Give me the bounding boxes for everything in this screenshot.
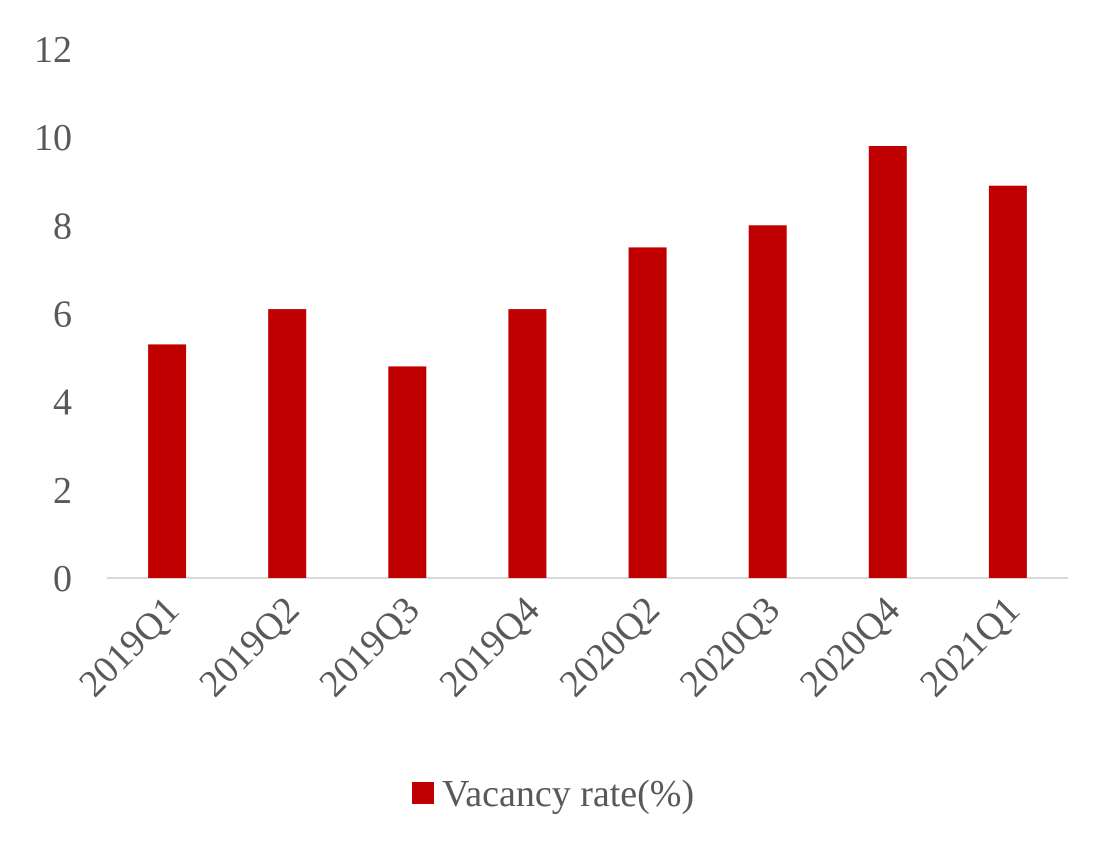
legend-swatch <box>412 782 434 804</box>
bar <box>868 146 907 578</box>
y-axis-tick-labels: 0 2 4 6 8 10 12 <box>34 29 72 600</box>
bar <box>988 185 1027 578</box>
bar <box>508 309 547 578</box>
y-tick-label: 2 <box>53 470 72 512</box>
x-tick-label: 2020Q2 <box>552 589 668 705</box>
x-tick-label: 2019Q3 <box>311 589 427 705</box>
legend-label: Vacancy rate(%) <box>442 773 694 815</box>
bar <box>628 247 667 578</box>
y-tick-label: 0 <box>53 558 72 600</box>
y-tick-label: 4 <box>53 382 72 424</box>
bar-series <box>148 146 1027 579</box>
x-tick-label: 2021Q1 <box>912 589 1028 705</box>
bar <box>148 344 187 578</box>
bar <box>268 309 307 578</box>
x-tick-label: 2019Q1 <box>71 589 187 705</box>
x-axis-tick-labels: 2019Q1 2019Q2 2019Q3 2019Q4 2020Q2 2020Q3 2020… <box>71 589 1028 705</box>
legend: Vacancy rate(%) <box>412 773 694 815</box>
x-tick-label: 2020Q4 <box>792 589 908 705</box>
y-tick-label: 12 <box>34 29 72 71</box>
y-tick-label: 8 <box>53 205 72 247</box>
x-tick-label: 2019Q2 <box>191 589 307 705</box>
bar <box>748 225 787 579</box>
bar <box>388 366 427 578</box>
y-tick-label: 10 <box>34 117 72 159</box>
y-tick-label: 6 <box>53 294 72 336</box>
x-tick-label: 2020Q3 <box>672 589 788 705</box>
x-tick-label: 2019Q4 <box>432 589 548 705</box>
